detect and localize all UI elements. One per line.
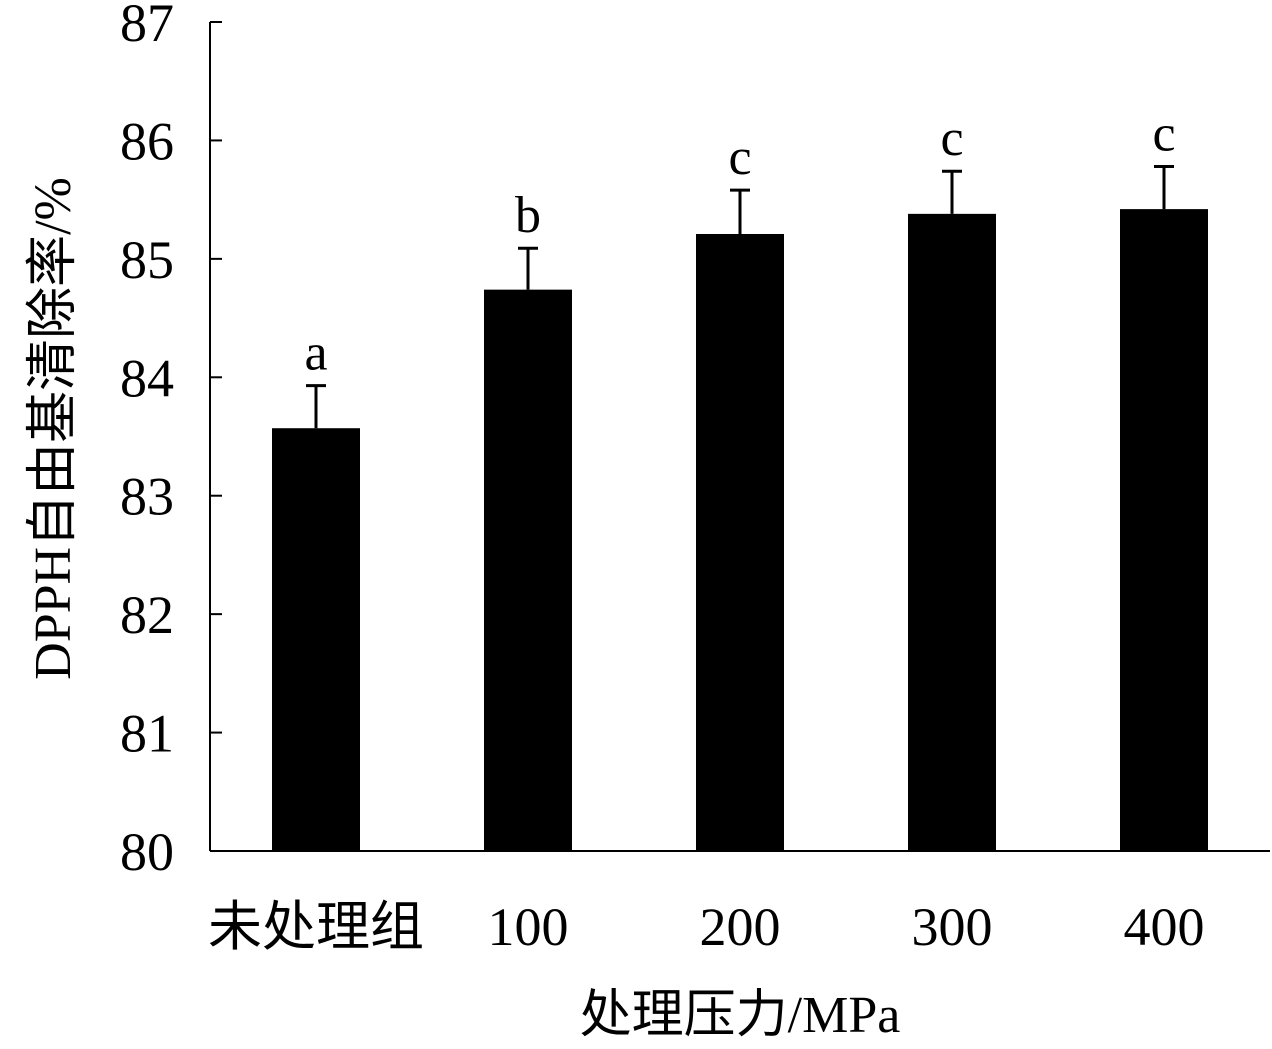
significance-letter: a xyxy=(304,325,327,382)
y-tick-label: 85 xyxy=(120,230,174,290)
significance-letter: c xyxy=(940,110,963,167)
y-axis-label: DPPH自由基清除率/% xyxy=(25,177,82,680)
bar xyxy=(696,233,784,852)
x-tick-label: 300 xyxy=(912,897,993,957)
y-tick-label: 84 xyxy=(120,348,174,408)
y-tick-label: 80 xyxy=(120,822,174,882)
y-tick-label: 86 xyxy=(120,111,174,171)
y-tick-label: 82 xyxy=(120,585,174,645)
significance-letter: c xyxy=(728,129,751,186)
x-axis-label: 处理压力/MPa xyxy=(580,987,901,1044)
bar xyxy=(1120,209,1208,852)
bar xyxy=(272,428,360,851)
y-tick-label: 83 xyxy=(120,467,174,527)
bar xyxy=(908,213,996,852)
x-tick-label: 未处理组 xyxy=(208,897,424,957)
x-tick-label: 400 xyxy=(1124,897,1205,957)
error-bars xyxy=(306,164,1174,429)
x-axis-ticks: 未处理组 100 200 300 400 xyxy=(208,839,1205,957)
significance-letter: c xyxy=(1152,105,1175,162)
y-axis-ticks: 80 81 82 83 84 85 86 87 xyxy=(120,0,222,882)
bar xyxy=(484,289,572,851)
bars xyxy=(272,209,1208,852)
significance-letter: b xyxy=(515,187,541,244)
y-tick-label: 87 xyxy=(120,0,174,53)
x-tick-label: 100 xyxy=(488,897,569,957)
y-tick-label: 81 xyxy=(120,704,174,764)
x-tick-label: 200 xyxy=(700,897,781,957)
significance-labels: a b c c c xyxy=(304,105,1175,381)
